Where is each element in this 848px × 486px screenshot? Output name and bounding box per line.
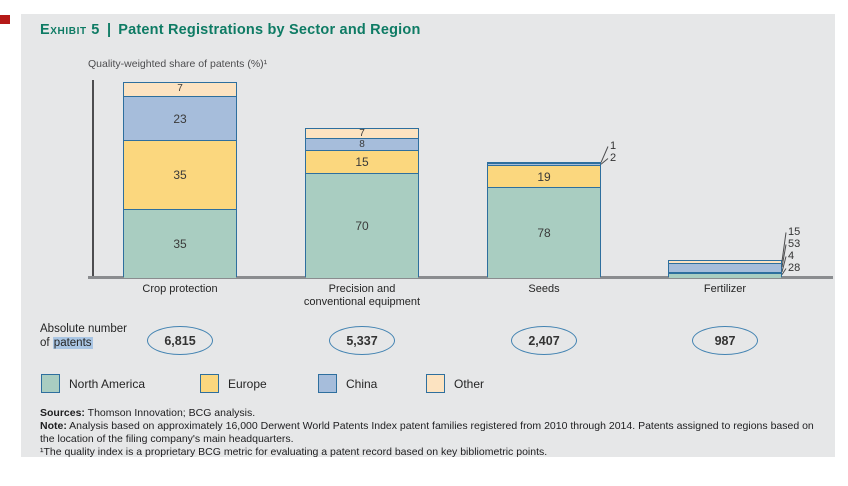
category-label-crop-protection: Crop protection xyxy=(142,283,218,295)
callout-label: 1 xyxy=(610,140,617,152)
legend-item-north-america: North America xyxy=(41,374,145,393)
legend-label: China xyxy=(346,376,378,391)
category-label-fertilizer: Fertilizer xyxy=(703,283,747,295)
callout-label: 28 xyxy=(788,262,801,274)
chart-subtitle: Quality-weighted share of patents (%)¹ xyxy=(88,58,268,70)
patents-highlighted-word: patents xyxy=(52,337,93,350)
segment-value-label: 35 xyxy=(173,236,187,251)
absolute-count-ellipse: 6,815 xyxy=(147,326,213,355)
segment-value-label: 35 xyxy=(173,168,187,183)
x-axis-baseline xyxy=(88,276,833,279)
absolute-count-ellipse: 987 xyxy=(692,326,758,355)
legend-label: North America xyxy=(69,376,146,391)
exhibit-title-text: Patent Registrations by Sector and Regio… xyxy=(118,22,421,38)
bar-segment-other xyxy=(488,163,600,165)
legend-item-other: Other xyxy=(426,374,484,393)
segment-value-label: 15 xyxy=(355,155,369,169)
legend-item-china: China xyxy=(318,374,377,393)
bar-segment-other xyxy=(669,261,781,264)
category-label-precision-and: Precision and conventional equipment xyxy=(303,283,421,309)
bar-segment-other: 7 xyxy=(306,127,418,140)
exhibit-number: Exhibit 5 xyxy=(40,22,100,38)
red-edge-marker xyxy=(0,15,10,24)
footnote-line: ¹The quality index is a proprietary BCG … xyxy=(40,446,548,458)
bar-segment-north-america: 70 xyxy=(306,173,418,278)
bar-fertilizer xyxy=(668,260,782,279)
legend-label: Other xyxy=(454,376,485,391)
bar-segment-europe: 15 xyxy=(306,151,418,174)
segment-value-label: 7 xyxy=(359,127,365,139)
segment-value-label: 8 xyxy=(359,138,365,150)
bar-crop-protection: 7 23 35 35 xyxy=(123,82,237,278)
bar-segment-china: 23 xyxy=(124,96,236,142)
legend-item-europe: Europe xyxy=(200,374,267,393)
exhibit-title: Exhibit 5 | Patent Registrations by Sector… xyxy=(40,22,421,38)
legend-swatch-china xyxy=(318,374,337,393)
callout-label: 2 xyxy=(610,152,617,164)
segment-value-label: 19 xyxy=(537,169,551,184)
note-line: Note: Analysis based on approximately 16… xyxy=(40,420,814,445)
callout-label: 53 xyxy=(788,238,801,250)
segment-value-label: 70 xyxy=(355,218,369,233)
callout-label: 15 xyxy=(788,226,801,238)
absolute-number-label-line2: of patents xyxy=(40,337,93,350)
bar-segment-europe: 35 xyxy=(124,141,236,210)
bar-segment-north-america: 78 xyxy=(488,188,600,278)
segment-value-label: 7 xyxy=(177,83,183,95)
bar-segment-other: 7 xyxy=(124,83,236,97)
bar-segment-europe xyxy=(669,272,781,274)
bar-segment-europe: 19 xyxy=(488,166,600,189)
absolute-count-ellipse: 2,407 xyxy=(511,326,577,355)
legend-swatch-north-america xyxy=(41,374,60,393)
bar-segment-china xyxy=(669,263,781,273)
category-label-seeds: Seeds xyxy=(528,283,560,295)
bar-segment-china: 8 xyxy=(306,138,418,152)
bar-segment-north-america xyxy=(669,273,781,279)
absolute-count-ellipse: 5,337 xyxy=(329,326,395,355)
legend-swatch-europe xyxy=(200,374,219,393)
bar-precision-and: 7 8 15 70 xyxy=(305,127,419,278)
segment-value-label: 78 xyxy=(537,226,551,241)
sources-line: Sources: Thomson Innovation; BCG analysi… xyxy=(40,407,256,419)
callout-label: 4 xyxy=(788,250,795,262)
bar-seeds: 19 78 xyxy=(487,162,601,278)
legend-label: Europe xyxy=(228,376,267,391)
title-separator: | xyxy=(106,22,112,38)
y-axis-line xyxy=(92,80,94,277)
absolute-number-label-line1: Absolute number xyxy=(40,323,127,335)
absolute-number-label: Absolute number of patents xyxy=(40,322,127,351)
segment-value-label: 23 xyxy=(173,111,187,126)
bar-segment-china xyxy=(488,164,600,167)
legend-swatch-other xyxy=(426,374,445,393)
footer-notes: Sources: Thomson Innovation; BCG analysi… xyxy=(40,407,822,459)
bar-segment-north-america: 35 xyxy=(124,209,236,278)
